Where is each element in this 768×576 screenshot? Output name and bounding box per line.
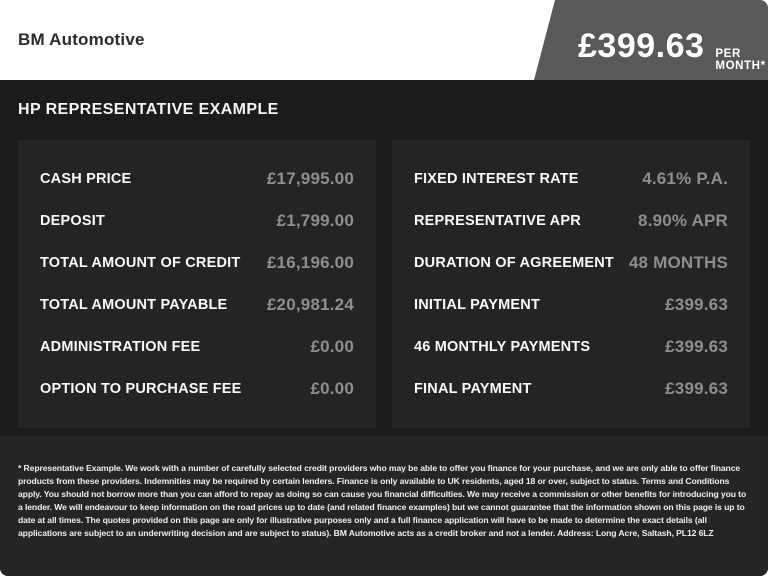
finance-body: HP REPRESENTATIVE EXAMPLE CASH PRICE £17… bbox=[0, 80, 768, 576]
finance-row: TOTAL AMOUNT PAYABLE £20,981.24 bbox=[40, 284, 354, 326]
finance-row-value: £17,995.00 bbox=[266, 169, 354, 188]
finance-row-value: £0.00 bbox=[310, 379, 354, 398]
finance-row-label: FINAL PAYMENT bbox=[414, 381, 532, 397]
finance-row: DEPOSIT £1,799.00 bbox=[40, 200, 354, 242]
finance-row-label: CASH PRICE bbox=[40, 171, 132, 187]
finance-row: REPRESENTATIVE APR 8.90% APR bbox=[414, 200, 728, 242]
disclaimer-section: * Representative Example. We work with a… bbox=[0, 436, 768, 576]
finance-row-label: DURATION OF AGREEMENT bbox=[414, 255, 614, 271]
finance-panels: CASH PRICE £17,995.00 DEPOSIT £1,799.00 … bbox=[18, 140, 750, 428]
finance-row-value: £399.63 bbox=[665, 337, 728, 356]
finance-row: FINAL PAYMENT £399.63 bbox=[414, 368, 728, 410]
finance-row-label: 46 MONTHLY PAYMENTS bbox=[414, 339, 591, 355]
finance-row-label: ADMINISTRATION FEE bbox=[40, 339, 201, 355]
finance-row: OPTION TO PURCHASE FEE £0.00 bbox=[40, 368, 354, 410]
monthly-price-suffix: PER MONTH* bbox=[715, 48, 766, 72]
price-badge-content: £399.63 PER MONTH* bbox=[578, 27, 768, 72]
finance-row-label: TOTAL AMOUNT PAYABLE bbox=[40, 297, 228, 313]
finance-row-label: REPRESENTATIVE APR bbox=[414, 213, 581, 229]
finance-row-label: INITIAL PAYMENT bbox=[414, 297, 540, 313]
finance-panel-left: CASH PRICE £17,995.00 DEPOSIT £1,799.00 … bbox=[18, 140, 376, 428]
finance-row-value: £399.63 bbox=[665, 379, 728, 398]
finance-row-value: £16,196.00 bbox=[266, 253, 354, 272]
finance-row: TOTAL AMOUNT OF CREDIT £16,196.00 bbox=[40, 242, 354, 284]
representative-example-disclaimer: * Representative Example. We work with a… bbox=[18, 463, 747, 538]
finance-row: 46 MONTHLY PAYMENTS £399.63 bbox=[414, 326, 728, 368]
finance-panel-right: FIXED INTEREST RATE 4.61% P.A. REPRESENT… bbox=[392, 140, 750, 428]
price-per-month-badge: £399.63 PER MONTH* bbox=[534, 0, 768, 80]
finance-row-value: 4.61% P.A. bbox=[642, 169, 728, 188]
dealer-name: BM Automotive bbox=[18, 30, 145, 49]
finance-row-label: OPTION TO PURCHASE FEE bbox=[40, 381, 242, 397]
finance-row-label: TOTAL AMOUNT OF CREDIT bbox=[40, 255, 241, 271]
finance-row-value: 8.90% APR bbox=[638, 211, 728, 230]
monthly-price: £399.63 bbox=[578, 27, 705, 65]
finance-row: CASH PRICE £17,995.00 bbox=[40, 158, 354, 200]
section-title: HP REPRESENTATIVE EXAMPLE bbox=[18, 101, 279, 118]
finance-row-value: £0.00 bbox=[310, 337, 354, 356]
finance-row-value: £1,799.00 bbox=[276, 211, 354, 230]
page-header: BM Automotive £399.63 PER MONTH* bbox=[0, 0, 768, 80]
finance-row-label: DEPOSIT bbox=[40, 213, 106, 229]
finance-row: ADMINISTRATION FEE £0.00 bbox=[40, 326, 354, 368]
finance-row-value: £20,981.24 bbox=[266, 295, 354, 314]
finance-row: INITIAL PAYMENT £399.63 bbox=[414, 284, 728, 326]
finance-row: DURATION OF AGREEMENT 48 MONTHS bbox=[414, 242, 728, 284]
finance-row-value: £399.63 bbox=[665, 295, 728, 314]
finance-row-label: FIXED INTEREST RATE bbox=[414, 171, 579, 187]
finance-row-value: 48 MONTHS bbox=[628, 253, 728, 272]
finance-row: FIXED INTEREST RATE 4.61% P.A. bbox=[414, 158, 728, 200]
